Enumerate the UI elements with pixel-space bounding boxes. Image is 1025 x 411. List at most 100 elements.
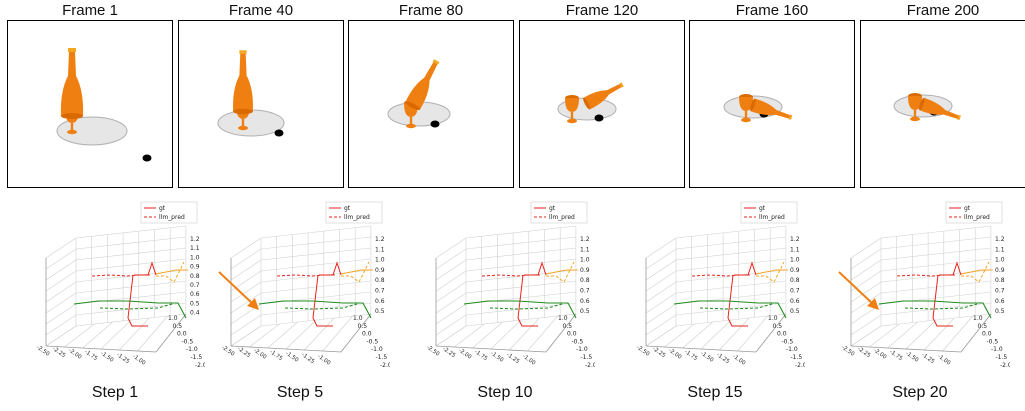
z-tick-label: 1.1 xyxy=(790,246,800,253)
cup-object xyxy=(908,93,922,122)
x-tick-label: -2.50 xyxy=(425,345,441,358)
x-tick-label: -2.25 xyxy=(441,346,457,359)
y-tick-label: 0.0 xyxy=(777,331,787,338)
z-tick-label: 0.8 xyxy=(580,277,590,284)
x-tick-label: -1.25 xyxy=(505,352,521,365)
x-tick-label: -1.50 xyxy=(904,351,920,364)
x-tick-label: -2.50 xyxy=(840,345,856,358)
z-tick-label: 1.0 xyxy=(375,257,385,264)
y-tick-label: -1.5 xyxy=(996,354,1008,361)
frame-title: Frame 160 xyxy=(735,2,809,19)
x-tick-label: -1.75 xyxy=(888,349,904,362)
x-tick-label: -1.00 xyxy=(316,354,332,367)
gt-line-vertical xyxy=(517,274,524,319)
x-tick-label: -1.50 xyxy=(99,351,115,364)
x-tick-label: -2.25 xyxy=(856,346,872,359)
legend-gt-label: gt xyxy=(549,205,556,212)
orange-line-pred xyxy=(341,261,370,283)
green-line-pred xyxy=(99,303,173,310)
x-tick-label: -1.75 xyxy=(473,349,489,362)
legend xyxy=(325,201,383,224)
y-tick-label: 0.0 xyxy=(982,331,992,338)
z-tick-label: 0.7 xyxy=(580,288,590,295)
legend-pred-label: llm_pred xyxy=(964,214,990,221)
x-tick-label: -2.25 xyxy=(51,346,67,359)
gt-line-top xyxy=(734,261,757,276)
orange-line-pred xyxy=(756,261,785,283)
z-tick-label: 1.1 xyxy=(375,246,385,253)
legend-pred-label: llm_pred xyxy=(159,214,185,221)
x-tick-label: -1.50 xyxy=(489,351,505,364)
gt-line-bottom xyxy=(932,317,953,327)
y-tick-label: -2.0 xyxy=(195,362,205,369)
green-line-pred xyxy=(699,303,773,310)
y-tick-label: -0.5 xyxy=(572,338,584,345)
legend-gt-label: gt xyxy=(759,205,766,212)
green-line-gt xyxy=(73,300,187,319)
x-tick-label: -1.50 xyxy=(699,351,715,364)
gt-line-bottom xyxy=(517,317,538,327)
legend-gt-label: gt xyxy=(159,205,166,212)
z-tick-label: 0.9 xyxy=(190,264,200,271)
z-tick-label: 1.0 xyxy=(995,257,1005,264)
z-tick-label: 0.7 xyxy=(790,288,800,295)
z-tick-label: 0.8 xyxy=(375,277,385,284)
legend-gt-label: gt xyxy=(964,205,971,212)
black-ball-object xyxy=(594,114,604,122)
plate-object xyxy=(56,116,128,146)
z-tick-label: 1.2 xyxy=(995,236,1005,243)
z-tick-label: 1.0 xyxy=(580,257,590,264)
y-tick-label: -1.0 xyxy=(371,346,383,353)
frame-render xyxy=(519,20,685,188)
step-label: Step 10 xyxy=(477,384,533,401)
z-tick-label: 0.5 xyxy=(580,308,590,315)
x-tick-label: -1.00 xyxy=(936,354,952,367)
y-tick-label: -0.5 xyxy=(367,338,379,345)
x-tick-label: -2.25 xyxy=(236,346,252,359)
green-line-gt xyxy=(878,300,992,319)
orange-line-gt xyxy=(960,269,993,275)
cup-object xyxy=(739,94,753,123)
green-line-pred xyxy=(904,303,978,310)
legend xyxy=(740,201,798,224)
gt-line-bottom xyxy=(127,317,148,327)
legend-pred-label: llm_pred xyxy=(344,214,370,221)
y-tick-label: -2.0 xyxy=(380,362,390,369)
y-tick-label: 0.5 xyxy=(358,323,368,330)
y-tick-label: 0.5 xyxy=(978,323,988,330)
step-label: Step 5 xyxy=(276,384,324,401)
x-tick-label: -1.50 xyxy=(284,351,300,364)
y-tick-label: 1.0 xyxy=(168,315,178,322)
y-tick-label: -0.5 xyxy=(987,338,999,345)
black-ball-object xyxy=(274,129,284,137)
black-ball-object xyxy=(430,120,440,128)
x-tick-label: -1.25 xyxy=(300,352,316,365)
orange-line-gt xyxy=(755,269,788,275)
z-tick-label: 0.5 xyxy=(375,308,385,315)
x-tick-label: -1.75 xyxy=(268,349,284,362)
frame-render xyxy=(689,20,855,188)
trajectory-plot: gt llm_pred 1.2 1.1 1.0 0.9 0.8 0.7 0.6 0.5 -2.50-… xyxy=(835,200,1012,380)
step-label: Step 1 xyxy=(91,384,139,401)
z-tick-label: 0.9 xyxy=(790,267,800,274)
gt-line-top xyxy=(524,261,547,276)
y-tick-label: -1.0 xyxy=(576,346,588,353)
z-tick-label: 1.1 xyxy=(995,246,1005,253)
gt-line-vertical xyxy=(932,274,939,319)
x-tick-label: -2.00 xyxy=(252,348,268,361)
frame-render xyxy=(860,20,1025,188)
bottle-object xyxy=(405,59,440,111)
y-tick-label: -1.5 xyxy=(191,354,203,361)
x-tick-label: -1.25 xyxy=(115,352,131,365)
z-tick-label: 1.1 xyxy=(190,245,200,252)
black-ball-object xyxy=(142,154,152,162)
y-tick-label: -1.5 xyxy=(581,354,593,361)
z-tick-label: 0.5 xyxy=(995,308,1005,315)
z-tick-label: 1.2 xyxy=(790,236,800,243)
z-tick-label: 0.6 xyxy=(375,298,385,305)
step-label: Step 15 xyxy=(687,384,743,401)
x-tick-label: -2.00 xyxy=(872,348,888,361)
orange-line-gt xyxy=(340,269,373,275)
x-tick-label: -1.25 xyxy=(920,352,936,365)
z-tick-label: 0.8 xyxy=(995,277,1005,284)
